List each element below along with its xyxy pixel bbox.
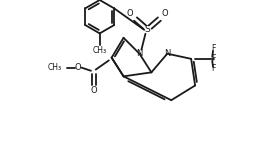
Text: O: O bbox=[162, 9, 169, 18]
Text: N: N bbox=[136, 49, 143, 58]
Text: N: N bbox=[164, 49, 170, 58]
Text: O: O bbox=[126, 9, 133, 18]
Text: F: F bbox=[212, 64, 216, 73]
Text: O: O bbox=[90, 86, 97, 95]
Text: O: O bbox=[74, 63, 81, 72]
Text: F: F bbox=[212, 44, 216, 53]
Text: CH₃: CH₃ bbox=[93, 46, 107, 55]
Text: CH₃: CH₃ bbox=[47, 63, 62, 72]
Text: S: S bbox=[145, 25, 150, 34]
Text: F: F bbox=[212, 54, 216, 63]
